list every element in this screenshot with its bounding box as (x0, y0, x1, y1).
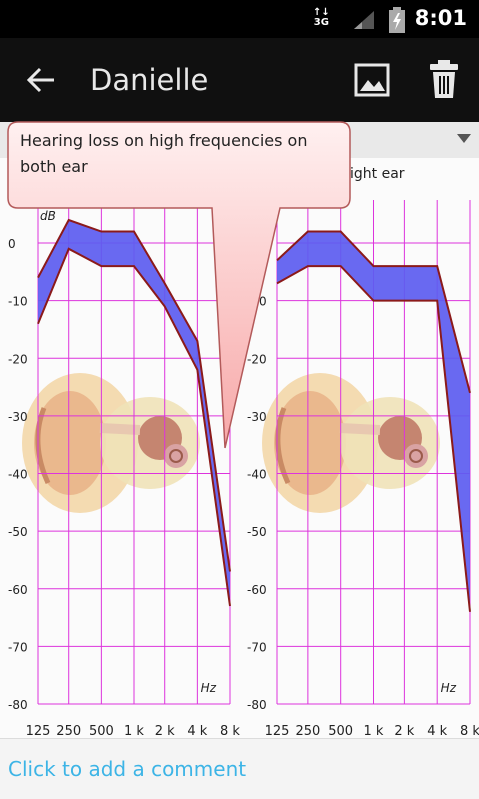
x-tick-label: 250 (295, 724, 320, 738)
page-title: Danielle (90, 63, 209, 97)
info-callout-bubble (7, 121, 351, 449)
y-tick-label: -50 (8, 525, 28, 539)
y-tick-label: -30 (8, 410, 28, 424)
x-axis-label: Hz (441, 681, 457, 695)
x-tick-label: 125 (26, 724, 51, 738)
y-tick-label: -70 (8, 640, 28, 654)
x-tick-label: 500 (328, 724, 353, 738)
x-tick-label: 2 k (155, 724, 175, 738)
x-tick-label: 8 k (220, 724, 240, 738)
panel-title: ight ear (350, 166, 405, 182)
image-icon[interactable] (352, 60, 392, 100)
right-ear-illustration (262, 373, 440, 513)
threshold-lower-line (37, 247, 231, 607)
y-tick-label: -70 (247, 640, 267, 654)
battery-charging-icon (389, 7, 405, 33)
hearing-threshold-band (38, 220, 230, 607)
x-tick-label: 250 (56, 724, 81, 738)
action-bar: Danielle (0, 38, 479, 122)
audiogram-svg: 0 -10 -20 -30 -40 -50 -60 -70 -80 125 250 500 1 k 2 k… (8, 166, 479, 738)
y-tick-label: -20 (8, 352, 28, 366)
audiogram-panel-left: 0 -10 -20 -30 -40 -50 -60 -70 -80 125 250 500 1 k 2 k… (8, 200, 240, 738)
hearing-threshold-band (277, 231, 470, 612)
threshold-lower-line (276, 265, 471, 612)
x-tick-label: 4 k (187, 724, 207, 738)
back-arrow-icon[interactable] (22, 60, 62, 100)
y-tick-label: -40 (8, 468, 28, 482)
y-tick-label: -40 (247, 468, 267, 482)
x-tick-label: 125 (265, 724, 290, 738)
ear-illustration (22, 373, 440, 513)
callout-text: Hearing loss on high frequencies on both… (20, 131, 308, 176)
trash-icon[interactable] (424, 58, 464, 102)
add-comment-link[interactable]: Click to add a comment (8, 757, 247, 781)
y-tick-label: -30 (247, 410, 267, 424)
y-tick-label: -50 (247, 525, 267, 539)
x-tick-label: 2 k (394, 724, 414, 738)
y-tick-label: -10 (8, 295, 28, 309)
dropdown-arrow-icon (457, 134, 471, 143)
network-type-indicator: ↑↓ 3G (313, 7, 330, 28)
y-tick-label: 0 (8, 237, 16, 251)
x-axis-label: Hz (201, 681, 217, 695)
y-tick-label: -80 (8, 698, 28, 712)
y-tick-label: -60 (247, 583, 267, 597)
left-ear-illustration (22, 373, 200, 513)
clock: 8:01 (414, 6, 467, 30)
comment-bar[interactable]: Click to add a comment (0, 738, 479, 799)
x-tick-label: 8 k (460, 724, 479, 738)
status-bar: ↑↓ 3G 8:01 (0, 0, 479, 38)
y-tick-label: -20 (247, 352, 267, 366)
y-tick-label: -60 (8, 583, 28, 597)
x-tick-label: 4 k (427, 724, 447, 738)
x-tick-label: 1 k (124, 724, 144, 738)
y-axis-label: dB (40, 209, 56, 223)
threshold-upper-line (37, 218, 231, 572)
threshold-upper-line (276, 230, 471, 394)
x-tick-label: 1 k (364, 724, 384, 738)
y-tick-label: -80 (247, 698, 267, 712)
x-tick-label: 500 (89, 724, 114, 738)
signal-strength-icon (354, 11, 374, 29)
